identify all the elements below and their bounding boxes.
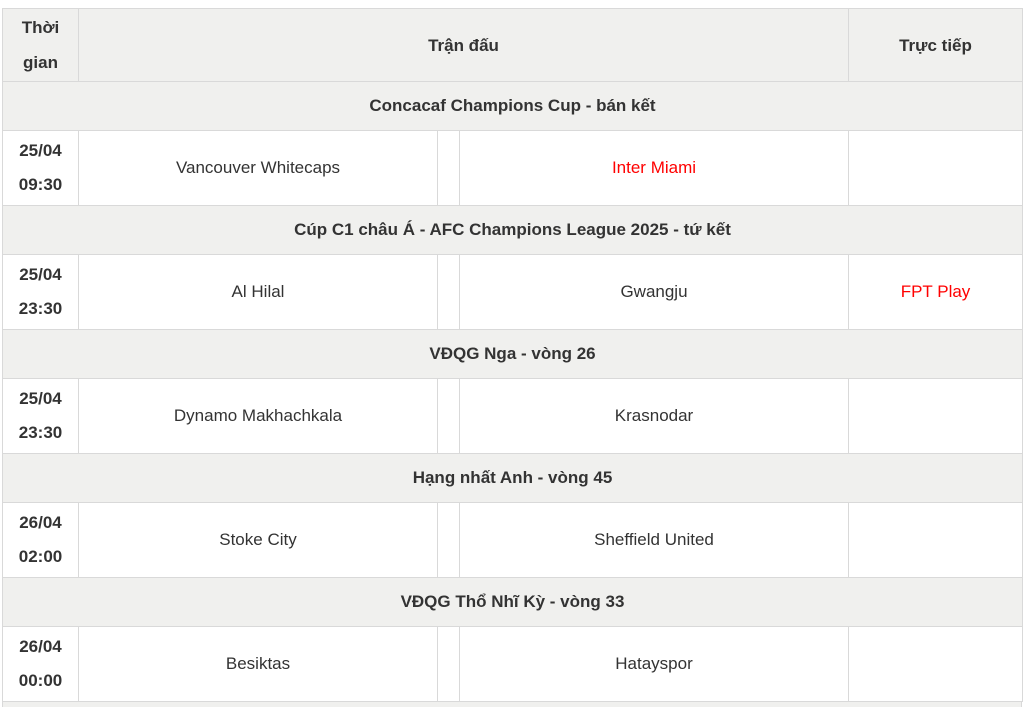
live-broadcast-cell: [848, 502, 1023, 578]
section-title: VĐQG Thổ Nhĩ Kỳ - vòng 33: [2, 577, 1023, 627]
section-title: VĐQG Nga - vòng 26: [2, 329, 1023, 379]
home-team-name: Dynamo Makhachkala: [173, 406, 343, 425]
vs-spacer-cell: [437, 378, 460, 454]
match-date: 25/04: [19, 141, 62, 160]
vs-spacer-cell: [437, 130, 460, 206]
match-row: 26/04 00:00 Besiktas Hatayspor: [2, 626, 1023, 702]
away-team-name: Sheffield United: [594, 530, 714, 549]
away-team-name: Krasnodar: [614, 406, 694, 425]
section-header-row: Concacaf Champions Cup - bán kết: [2, 81, 1023, 131]
match-time: 00:00: [18, 671, 63, 690]
match-datetime: 25/04 23:30: [2, 254, 79, 330]
home-team-name: Besiktas: [225, 654, 291, 673]
match-time: 02:00: [18, 547, 63, 566]
section-header-row: Hạng nhất Anh - vòng 45: [2, 453, 1023, 503]
match-row: 25/04 23:30 Al Hilal Gwangju FPT Play: [2, 254, 1023, 330]
live-broadcast-cell: [848, 130, 1023, 206]
match-time: 23:30: [18, 299, 63, 318]
section-title: Concacaf Champions Cup - bán kết: [2, 81, 1023, 131]
vs-spacer-cell: [437, 502, 460, 578]
column-header-time: Thời gian: [2, 8, 79, 82]
match-date: 25/04: [19, 389, 62, 408]
home-team-cell: Besiktas: [78, 626, 438, 702]
match-datetime: 25/04 23:30: [2, 378, 79, 454]
section-title: Hạng nhất Anh - vòng 45: [2, 453, 1023, 503]
table-header-row: Thời gian Trận đấu Trực tiếp: [2, 8, 1023, 82]
home-team-name: Al Hilal: [231, 282, 285, 301]
live-broadcast-cell: [848, 626, 1023, 702]
match-date: 26/04: [19, 513, 62, 532]
home-team-cell: Stoke City: [78, 502, 438, 578]
live-broadcast-link[interactable]: FPT Play: [900, 282, 971, 301]
section-title: Cúp C1 châu Á - AFC Champions League 202…: [2, 205, 1023, 255]
home-team-cell: Dynamo Makhachkala: [78, 378, 438, 454]
away-team-cell: Gwangju: [459, 254, 849, 330]
match-datetime: 26/04 00:00: [2, 626, 79, 702]
match-date: 25/04: [19, 265, 62, 284]
match-row: 25/04 09:30 Vancouver Whitecaps Inter Mi…: [2, 130, 1023, 206]
live-broadcast-cell: [848, 378, 1023, 454]
away-team-cell: Inter Miami: [459, 130, 849, 206]
match-row: 26/04 02:00 Stoke City Sheffield United: [2, 502, 1023, 578]
home-team-cell: Al Hilal: [78, 254, 438, 330]
match-datetime: 25/04 09:30: [2, 130, 79, 206]
home-team-name: Vancouver Whitecaps: [175, 158, 341, 177]
section-header-row: VĐQG Nga - vòng 26: [2, 329, 1023, 379]
live-broadcast-cell: FPT Play: [848, 254, 1023, 330]
away-team-cell: Krasnodar: [459, 378, 849, 454]
home-team-cell: Vancouver Whitecaps: [78, 130, 438, 206]
match-time: 23:30: [18, 423, 63, 442]
home-team-name: Stoke City: [219, 530, 297, 549]
fixtures-table: Thời gian Trận đấu Trực tiếp Concacaf Ch…: [2, 8, 1023, 702]
column-header-live: Trực tiếp: [848, 8, 1023, 82]
section-header-row: Cúp C1 châu Á - AFC Champions League 202…: [2, 205, 1023, 255]
vs-spacer-cell: [437, 626, 460, 702]
section-header-row: VĐQG Thổ Nhĩ Kỳ - vòng 33: [2, 577, 1023, 627]
away-team-cell: Hatayspor: [459, 626, 849, 702]
match-date: 26/04: [19, 637, 62, 656]
away-team-cell: Sheffield United: [459, 502, 849, 578]
away-team-name: Hatayspor: [615, 654, 693, 673]
match-row: 25/04 23:30 Dynamo Makhachkala Krasnodar: [2, 378, 1023, 454]
away-team-name: Gwangju: [620, 282, 688, 301]
match-datetime: 26/04 02:00: [2, 502, 79, 578]
column-header-match: Trận đấu: [78, 8, 849, 82]
next-section-partial: [2, 702, 1022, 707]
vs-spacer-cell: [437, 254, 460, 330]
away-team-link[interactable]: Inter Miami: [611, 158, 697, 177]
match-time: 09:30: [18, 175, 63, 194]
